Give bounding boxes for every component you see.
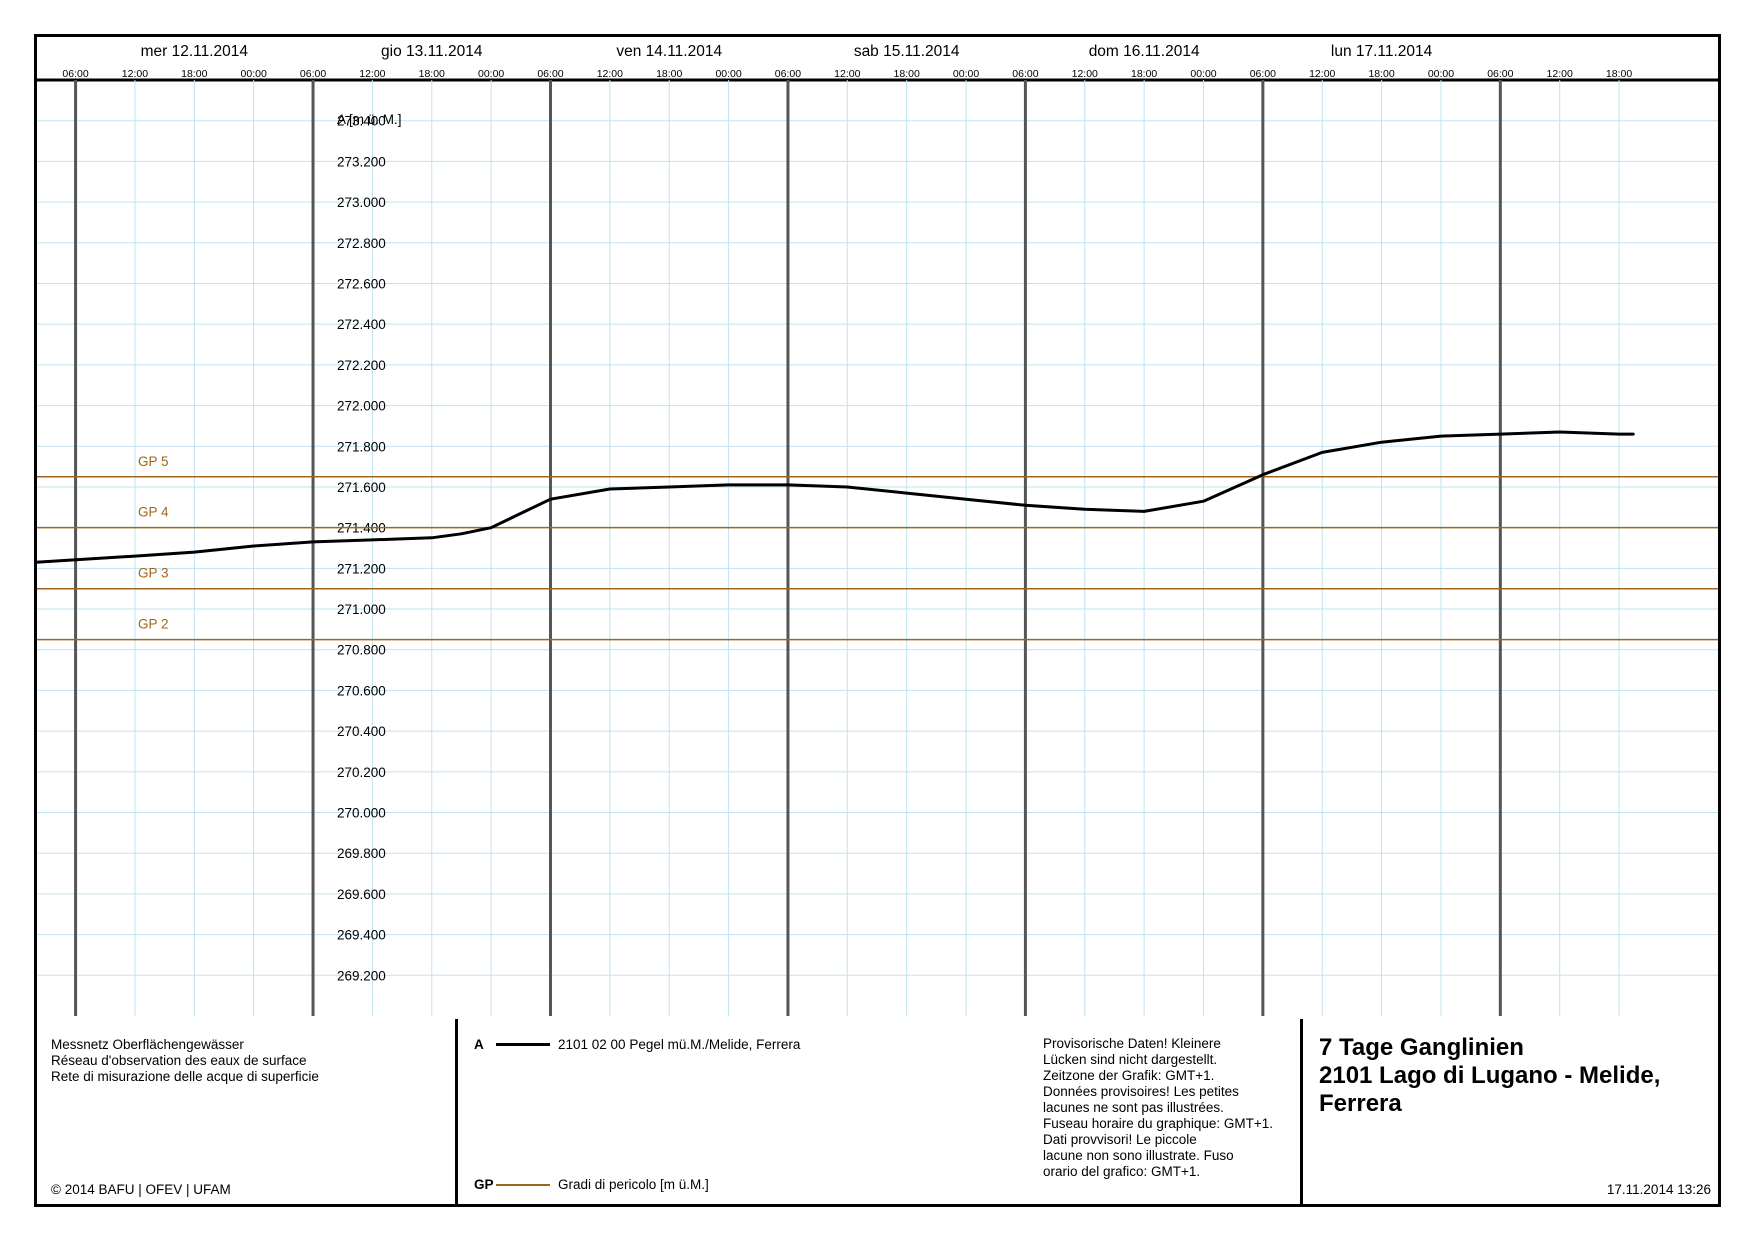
x-tick-label: 00:00 xyxy=(953,68,979,80)
danger-level-label: GP 2 xyxy=(138,617,169,632)
provisional-note: Provisorische Daten! Kleinere Lücken sin… xyxy=(1043,1036,1293,1180)
title-line: 7 Tage Ganglinien xyxy=(1319,1034,1524,1061)
x-tick-label: 00:00 xyxy=(241,68,267,80)
y-tick-label: 270.000 xyxy=(337,806,386,821)
title-cell: 7 Tage Ganglinien 2101 Lago di Lugano - … xyxy=(1303,1019,1721,1207)
x-tick-label: 18:00 xyxy=(1131,68,1157,80)
day-label: ven 14.11.2014 xyxy=(616,43,722,60)
legend-gp-key: GP xyxy=(474,1177,494,1192)
timestamp: 17.11.2014 13:26 xyxy=(1606,1182,1711,1197)
day-label: dom 16.11.2014 xyxy=(1089,43,1200,60)
y-tick-label: 271.600 xyxy=(337,480,386,495)
y-tick-label: 272.200 xyxy=(337,358,386,373)
note-line: lacunes ne sont pas illustrées. xyxy=(1043,1100,1224,1115)
legend-a-label: 2101 02 00 Pegel mü.M./Melide, Ferrera xyxy=(558,1037,801,1052)
y-tick-label: 271.800 xyxy=(337,439,386,454)
legend-a: A 2101 02 00 Pegel mü.M./Melide, Ferrera xyxy=(474,1037,800,1052)
y-tick-label: 273.200 xyxy=(337,154,386,169)
y-tick-label: 269.200 xyxy=(337,968,386,983)
x-tick-label: 12:00 xyxy=(597,68,623,80)
x-tick-label: 06:00 xyxy=(300,68,326,80)
series-line xyxy=(34,430,1635,564)
x-tick-label: 12:00 xyxy=(359,68,385,80)
network-text: Messnetz Oberflächengewässer Réseau d'ob… xyxy=(51,1037,319,1085)
x-tick-label: 06:00 xyxy=(62,68,88,80)
x-tick-label: 00:00 xyxy=(478,68,504,80)
day-label: lun 17.11.2014 xyxy=(1331,43,1433,60)
network-cell: Messnetz Oberflächengewässer Réseau d'ob… xyxy=(34,1019,458,1207)
y-tick-label: 272.000 xyxy=(337,399,386,414)
x-tick-label: 18:00 xyxy=(656,68,682,80)
x-tick-label: 18:00 xyxy=(1606,68,1632,80)
legend-gp: GP Gradi di pericolo [m ü.M.] xyxy=(474,1177,709,1192)
note-line: Provisorische Daten! Kleinere xyxy=(1043,1036,1221,1051)
x-tick-label: 12:00 xyxy=(1072,68,1098,80)
x-tick-label: 18:00 xyxy=(1368,68,1394,80)
y-tick-label: 272.800 xyxy=(337,236,386,251)
y-tick-label: 270.400 xyxy=(337,724,386,739)
y-tick-label: 269.600 xyxy=(337,887,386,902)
network-de: Messnetz Oberflächengewässer xyxy=(51,1037,244,1052)
x-tick-label: 06:00 xyxy=(537,68,563,80)
note-line: Fuseau horaire du graphique: GMT+1. xyxy=(1043,1116,1274,1131)
legend-gp-label: Gradi di pericolo [m ü.M.] xyxy=(558,1177,709,1192)
x-tick-label: 06:00 xyxy=(1250,68,1276,80)
network-fr: Réseau d'observation des eaux de surface xyxy=(51,1053,307,1068)
danger-level-label: GP 5 xyxy=(138,454,169,469)
danger-level-label: GP 3 xyxy=(138,566,169,581)
x-tick-label: 00:00 xyxy=(1190,68,1216,80)
x-tick-label: 06:00 xyxy=(775,68,801,80)
title-line: 2101 Lago di Lugano - Melide, xyxy=(1319,1062,1661,1089)
y-tick-label: 270.600 xyxy=(337,683,386,698)
y-tick-label: 270.200 xyxy=(337,765,386,780)
note-line: Zeitzone der Grafik: GMT+1. xyxy=(1043,1068,1215,1083)
chart-title: 7 Tage Ganglinien 2101 Lago di Lugano - … xyxy=(1319,1034,1709,1118)
y-tick-label: 269.400 xyxy=(337,928,386,943)
x-tick-label: 18:00 xyxy=(181,68,207,80)
y-tick-label: 273.400 xyxy=(337,114,386,129)
note-line: orario del grafico: GMT+1. xyxy=(1043,1164,1201,1179)
x-tick-label: 00:00 xyxy=(715,68,741,80)
note-line: Données provisoires! Les petites xyxy=(1043,1084,1239,1099)
legend-a-swatch xyxy=(496,1043,550,1046)
y-tick-label: 272.400 xyxy=(337,317,386,332)
chart-footer: Messnetz Oberflächengewässer Réseau d'ob… xyxy=(34,1019,1721,1207)
y-tick-label: 269.800 xyxy=(337,846,386,861)
legend-gp-swatch xyxy=(496,1183,550,1186)
x-tick-label: 12:00 xyxy=(1309,68,1335,80)
y-tick-label: 271.200 xyxy=(337,561,386,576)
danger-level-label: GP 4 xyxy=(138,505,169,520)
day-label: sab 15.11.2014 xyxy=(854,43,960,60)
x-tick-label: 06:00 xyxy=(1012,68,1038,80)
y-tick-label: 271.000 xyxy=(337,602,386,617)
x-tick-label: 18:00 xyxy=(894,68,920,80)
x-tick-label: 12:00 xyxy=(1547,68,1573,80)
title-line: Ferrera xyxy=(1319,1090,1402,1117)
legend-cell: A 2101 02 00 Pegel mü.M./Melide, Ferrera… xyxy=(458,1019,1303,1207)
y-axis-label: A [m ü. M.] xyxy=(337,112,402,127)
x-tick-label: 12:00 xyxy=(122,68,148,80)
y-tick-label: 270.800 xyxy=(337,643,386,658)
day-label: mer 12.11.2014 xyxy=(141,43,249,60)
y-tick-label: 273.000 xyxy=(337,195,386,210)
x-tick-label: 18:00 xyxy=(419,68,445,80)
legend-a-key: A xyxy=(474,1037,484,1052)
y-tick-label: 272.600 xyxy=(337,276,386,291)
note-line: Lücken sind nicht dargestellt. xyxy=(1043,1052,1218,1067)
note-line: lacune non sono illustrate. Fuso xyxy=(1043,1148,1234,1163)
x-tick-label: 06:00 xyxy=(1487,68,1513,80)
x-tick-label: 00:00 xyxy=(1428,68,1454,80)
network-it: Rete di misurazione delle acque di super… xyxy=(51,1069,319,1084)
note-line: Dati provvisori! Le piccole xyxy=(1043,1132,1197,1147)
copyright: © 2014 BAFU | OFEV | UFAM xyxy=(51,1182,231,1197)
x-tick-label: 12:00 xyxy=(834,68,860,80)
day-label: gio 13.11.2014 xyxy=(381,43,483,60)
